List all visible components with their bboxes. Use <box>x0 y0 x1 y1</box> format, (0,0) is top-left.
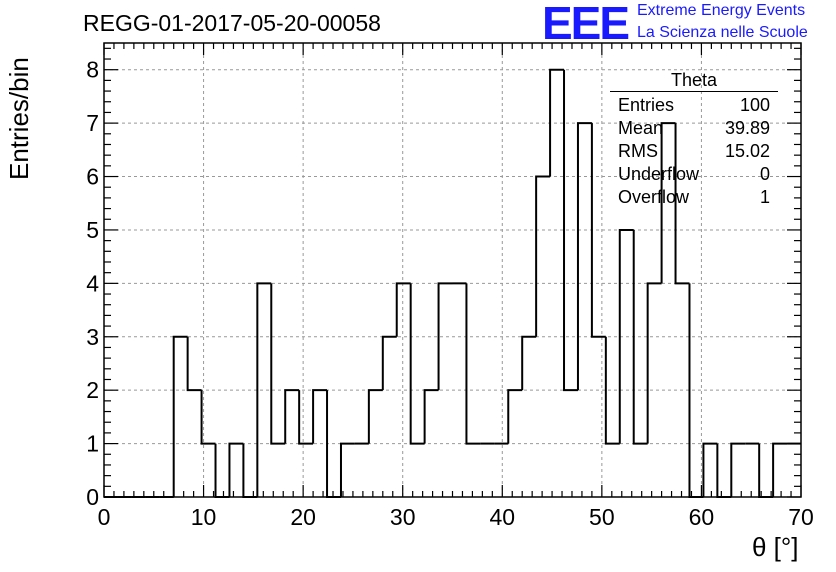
histogram-bin <box>465 283 481 445</box>
y-tick-label: 8 <box>86 57 99 83</box>
histogram-bin <box>521 335 537 391</box>
histogram-bin <box>758 443 774 498</box>
histogram-bin <box>298 390 314 445</box>
histogram-bin <box>660 122 676 284</box>
histogram-bin <box>284 389 300 444</box>
histogram-bin <box>200 390 216 445</box>
stats-label: Underflow <box>618 164 700 184</box>
histogram-bin <box>409 283 425 445</box>
histogram-bin <box>590 123 606 338</box>
stats-row-overflow: Overflow 1 <box>610 186 778 209</box>
eee-logo: EEE <box>542 0 630 49</box>
x-axis-label: θ [°] <box>752 532 799 562</box>
stats-value: 39.89 <box>724 118 770 138</box>
stats-label: RMS <box>618 141 658 161</box>
histogram-bin <box>730 442 746 497</box>
histogram-bin <box>228 442 244 497</box>
histogram-bin <box>381 335 397 391</box>
x-tick-label: 10 <box>191 504 217 530</box>
stats-row-underflow: Underflow 0 <box>610 163 778 186</box>
stats-value: 1 <box>759 187 770 207</box>
stats-row-mean: Mean 39.89 <box>610 117 778 140</box>
histogram-bin <box>214 443 230 498</box>
y-tick-label: 0 <box>86 484 99 510</box>
x-tick-label: 40 <box>489 504 515 530</box>
stats-value: 0 <box>759 164 770 184</box>
stats-value: 15.02 <box>724 141 770 161</box>
histogram-bin <box>604 336 620 445</box>
stats-title: Theta <box>610 70 778 92</box>
histogram-bin <box>535 175 551 337</box>
histogram-bin <box>563 69 578 392</box>
x-tick-label: 60 <box>689 504 715 530</box>
histogram-bin <box>312 389 328 444</box>
histogram-bin <box>186 336 202 392</box>
histogram-bin <box>549 68 565 177</box>
stats-label: Overflow <box>618 187 690 207</box>
x-tick-label: 20 <box>290 504 316 530</box>
y-tick-label: 5 <box>86 217 99 243</box>
stats-row-entries: Entries 100 <box>610 94 778 117</box>
x-tick-label: 70 <box>788 504 814 530</box>
y-tick-label: 7 <box>86 110 99 136</box>
y-tick-label: 2 <box>86 377 99 403</box>
histogram-bin <box>172 335 188 497</box>
histogram-bin <box>674 123 690 285</box>
histogram-bin <box>507 389 523 444</box>
histogram-bin <box>632 229 648 445</box>
histogram-bin <box>702 442 718 497</box>
x-tick-label: 0 <box>98 504 111 530</box>
y-axis-label: Entries/bin <box>4 57 34 180</box>
histogram-bin <box>576 122 592 391</box>
x-tick-label: 50 <box>589 504 615 530</box>
stats-label: Mean <box>618 118 664 138</box>
axes <box>103 42 802 498</box>
histogram-bin <box>367 389 383 444</box>
histogram-bin <box>716 443 732 498</box>
stats-box: Theta Entries 100 Mean 39.89 RMS 15.02 U… <box>610 70 778 209</box>
logo-text-line1: Extreme Energy Events <box>637 2 806 19</box>
histogram-bin <box>256 282 272 497</box>
histogram-bin <box>772 442 788 497</box>
histogram-bars <box>104 68 801 498</box>
histogram-bin <box>437 282 453 391</box>
histogram-bin <box>270 283 286 445</box>
histogram-bin <box>646 282 662 444</box>
y-tick-label: 6 <box>86 164 99 190</box>
stats-label: Entries <box>618 95 675 115</box>
stats-value: 100 <box>739 95 770 115</box>
histogram-bin <box>395 282 411 337</box>
y-tick-label: 4 <box>86 270 99 296</box>
y-tick-label: 1 <box>86 431 99 457</box>
logo-text-line2: La Scienza nelle Scuole <box>637 24 808 41</box>
stats-row-rms: RMS 15.02 <box>610 140 778 163</box>
histogram-bin <box>423 389 439 444</box>
histogram-bin <box>339 442 355 497</box>
y-tick-label: 3 <box>86 324 99 350</box>
histogram-bin <box>618 228 634 444</box>
x-tick-label: 30 <box>390 504 416 530</box>
chart-title: REGG-01-2017-05-20-00058 <box>83 10 381 36</box>
histogram-bin <box>242 443 258 498</box>
